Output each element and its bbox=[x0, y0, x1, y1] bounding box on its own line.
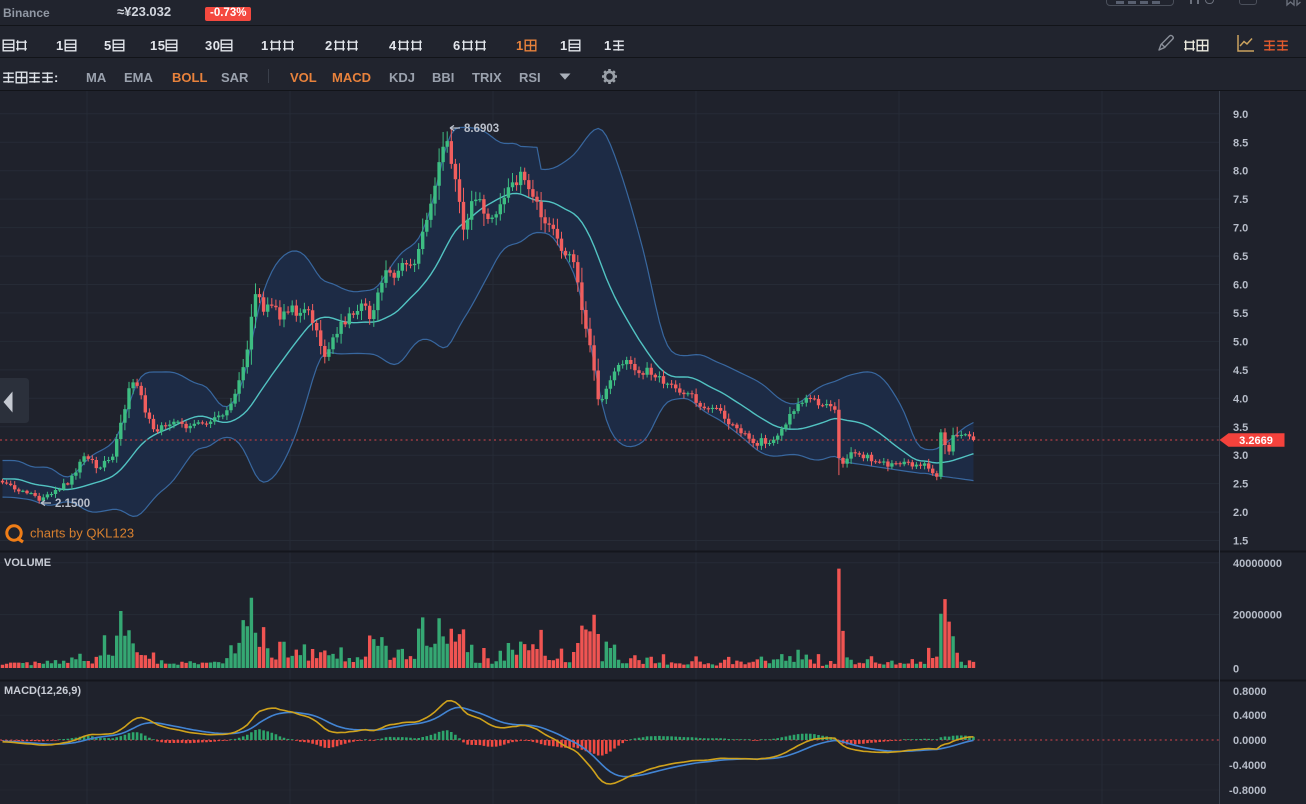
svg-text:charts by QKL123: charts by QKL123 bbox=[30, 526, 134, 541]
svg-text:0.0000: 0.0000 bbox=[1233, 735, 1267, 747]
svg-text:6.0: 6.0 bbox=[1233, 280, 1248, 292]
svg-text:5.5: 5.5 bbox=[1233, 308, 1248, 320]
svg-text:3.5: 3.5 bbox=[1233, 422, 1248, 434]
svg-text:4.5: 4.5 bbox=[1233, 365, 1248, 377]
svg-text:3.0: 3.0 bbox=[1233, 450, 1248, 462]
svg-text:5.0: 5.0 bbox=[1233, 336, 1248, 348]
svg-text:2.5: 2.5 bbox=[1233, 479, 1248, 491]
svg-text:0: 0 bbox=[1233, 664, 1239, 676]
svg-text:MACD(12,26,9): MACD(12,26,9) bbox=[4, 685, 81, 697]
svg-text:2.1500: 2.1500 bbox=[55, 498, 90, 510]
svg-text:0.8000: 0.8000 bbox=[1233, 686, 1267, 698]
svg-text:-0.4000: -0.4000 bbox=[1229, 760, 1266, 772]
svg-text:8.0: 8.0 bbox=[1233, 166, 1248, 178]
svg-text:8.5: 8.5 bbox=[1233, 137, 1248, 149]
svg-text:6.5: 6.5 bbox=[1233, 251, 1248, 263]
svg-text:7.5: 7.5 bbox=[1233, 194, 1248, 206]
svg-text:VOLUME: VOLUME bbox=[4, 557, 51, 569]
svg-text:40000000: 40000000 bbox=[1233, 558, 1282, 570]
svg-text:4.0: 4.0 bbox=[1233, 393, 1248, 405]
svg-text:3.2669: 3.2669 bbox=[1239, 435, 1273, 447]
svg-text:0.4000: 0.4000 bbox=[1233, 710, 1267, 722]
svg-text:7.0: 7.0 bbox=[1233, 223, 1248, 235]
svg-text:1.5: 1.5 bbox=[1233, 536, 1248, 548]
svg-text:9.0: 9.0 bbox=[1233, 109, 1248, 121]
svg-text:-0.8000: -0.8000 bbox=[1229, 785, 1266, 797]
svg-text:2.0: 2.0 bbox=[1233, 507, 1248, 519]
svg-text:8.6903: 8.6903 bbox=[464, 123, 499, 135]
svg-text:20000000: 20000000 bbox=[1233, 610, 1282, 622]
